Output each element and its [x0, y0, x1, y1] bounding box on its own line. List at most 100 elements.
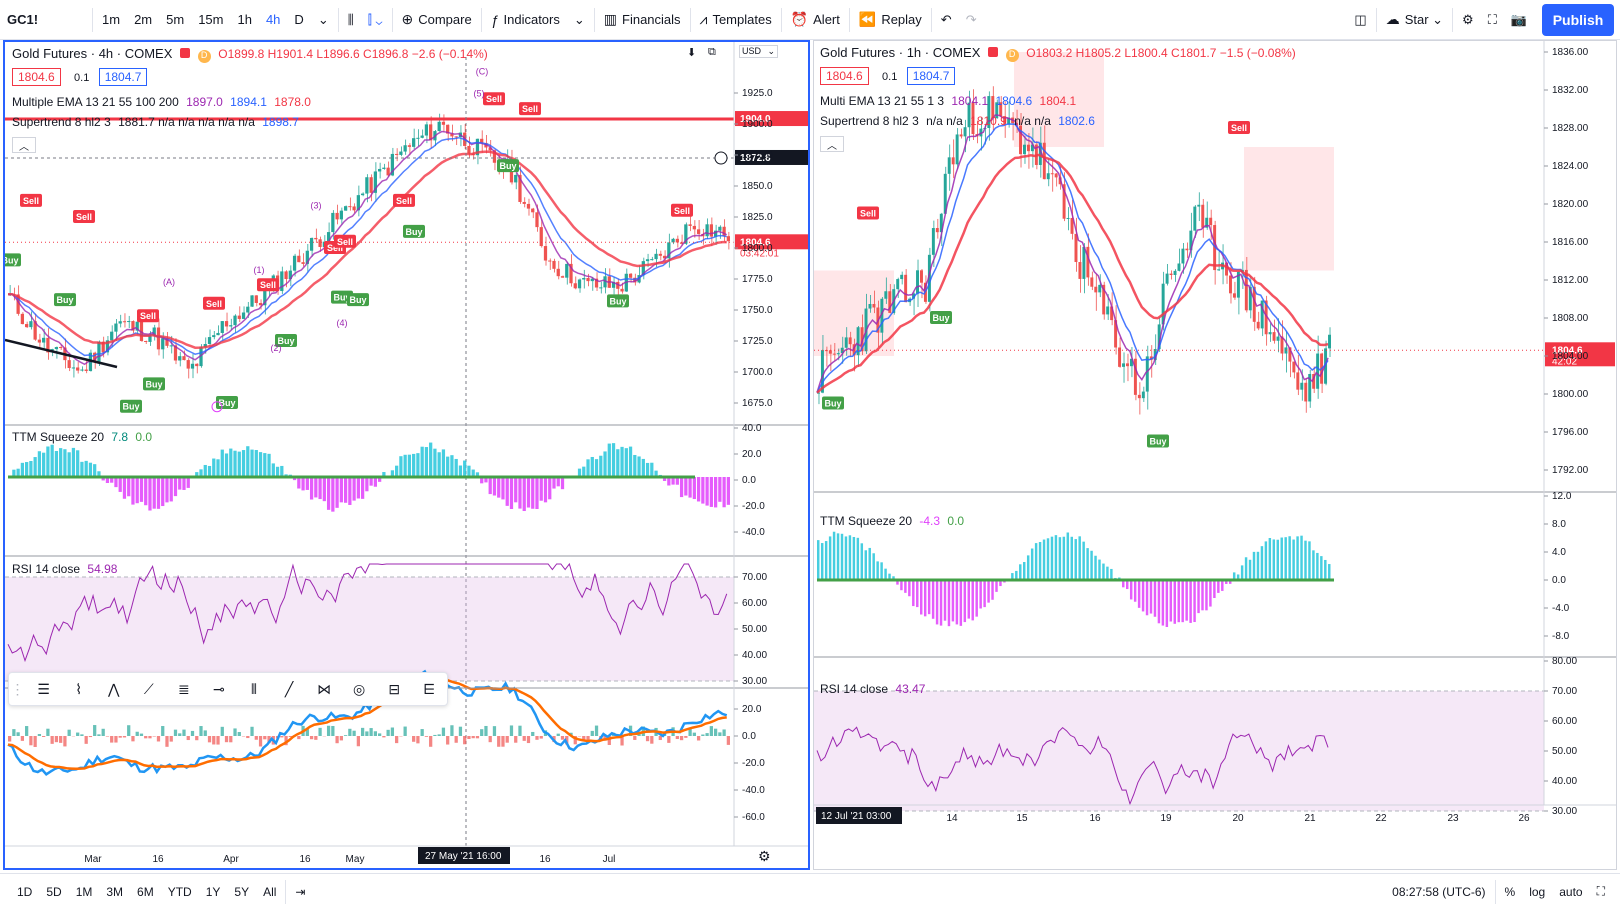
range-1D[interactable]: 1D: [17, 884, 33, 899]
fullscreen-icon[interactable]: ⛶: [1487, 11, 1497, 27]
interval-4h[interactable]: 4h: [265, 12, 281, 27]
indicators-button[interactable]: ƒ Indicators: [484, 0, 567, 40]
left-bid-box[interactable]: 1804.6: [12, 68, 61, 86]
range-3M[interactable]: 3M: [106, 884, 124, 899]
candle-body: [416, 137, 420, 139]
abc-pattern-tool-icon[interactable]: ⋀: [107, 680, 120, 697]
right-st-legend[interactable]: Supertrend 8 hl2 3 n/a n/a 1810.9 n/a n/…: [820, 114, 1099, 128]
macd-hist: [348, 728, 352, 736]
range-6M[interactable]: 6M: [137, 884, 154, 899]
bar-chart-icon: ▥: [603, 11, 618, 27]
range-YTD[interactable]: YTD: [167, 884, 192, 899]
gann-tool-icon[interactable]: ◎: [353, 680, 366, 697]
financials-button[interactable]: ▥ Financials: [597, 0, 688, 40]
ttm-bar: [29, 460, 33, 477]
macd-hist: [382, 736, 386, 738]
symbol-search[interactable]: GC1!: [7, 12, 39, 27]
candle-body: [1050, 173, 1054, 175]
left-currency-select[interactable]: USD ⌄: [739, 45, 779, 58]
ttm-bar: [1288, 536, 1291, 580]
candle-body: [1193, 206, 1197, 231]
interval-2m[interactable]: 2m: [134, 12, 153, 27]
right-rsi-legend[interactable]: RSI 14 close 43.47: [820, 682, 929, 696]
left-ask-box[interactable]: 1804.7: [98, 68, 148, 86]
interval-5m[interactable]: 5m: [166, 12, 185, 27]
chart-pane-right[interactable]: 1804.642:02SellSellSellBuyBuyBuy1836.001…: [813, 40, 1617, 870]
undo-icon[interactable]: ↶: [940, 11, 952, 27]
auto-toggle[interactable]: auto: [1559, 884, 1583, 899]
macd-hist: [20, 736, 25, 741]
percent-toggle[interactable]: %: [1504, 884, 1516, 899]
fib-tool-icon[interactable]: ≣: [177, 680, 190, 697]
macd-hist: [356, 736, 360, 747]
candle-body: [492, 150, 497, 163]
interval-1m[interactable]: 1m: [102, 12, 121, 27]
candle-body: [446, 124, 450, 134]
camera-icon[interactable]: 📷: [1510, 11, 1527, 27]
alert-button[interactable]: ⏰ Alert: [784, 0, 847, 40]
fullscreen-corner-icon[interactable]: ⛶: [1596, 884, 1605, 898]
ttm-bar: [1244, 557, 1248, 580]
layout-icon[interactable]: ◫: [1354, 11, 1367, 27]
ttm-bar: [420, 446, 424, 477]
candle-body: [263, 289, 267, 306]
range-All[interactable]: All: [263, 884, 277, 899]
line-tool-icon[interactable]: ╱: [284, 680, 294, 697]
interval-dropdown-chevron-icon[interactable]: ⌄: [317, 11, 329, 27]
goto-date-icon[interactable]: ⇥: [295, 884, 306, 899]
right-ask-box[interactable]: 1804.7: [906, 67, 956, 85]
interval-D[interactable]: D: [294, 12, 304, 27]
candle-body: [1292, 361, 1296, 373]
publish-button[interactable]: Publish: [1542, 4, 1614, 36]
replay-button[interactable]: ⏪ Replay: [852, 0, 929, 40]
left-collapse-legend-chevron-up-icon[interactable]: ︿: [12, 137, 36, 153]
star-button[interactable]: ☁ Star ⌄: [1385, 11, 1444, 27]
interval-1h[interactable]: 1h: [237, 12, 252, 27]
candle-style-icon[interactable]: ⫿ ⌄: [367, 11, 383, 27]
settings-gear-icon[interactable]: ⚙: [1462, 11, 1474, 27]
candle-body: [569, 263, 573, 284]
ttm-bar: [607, 443, 611, 477]
chart-pane-left[interactable]: 1904.0 1872.6 1804.6 03:42:01 Sell Sell Sell Se…: [3, 40, 810, 870]
redo-icon[interactable]: ↷: [965, 11, 977, 27]
left-ema-legend[interactable]: Multiple EMA 13 21 55 100 200 1897.0 189…: [12, 95, 315, 109]
range-1M[interactable]: 1M: [75, 884, 93, 899]
pattern-tool-icon[interactable]: ⋈: [317, 680, 332, 697]
bar-style-icon[interactable]: ⫼: [347, 11, 354, 27]
horizontal-lines-tool-icon[interactable]: ☰: [37, 680, 50, 697]
floating-drawing-toolbar[interactable]: ⋮ ☰ ⌇ ⋀ ⟋ ≣ ⊸ ⦀ ╱ ⋈ ◎ ⊟ ⋿: [8, 672, 448, 706]
indicators-chevron-icon[interactable]: ⌄: [573, 11, 585, 27]
settings-lines-tool-icon[interactable]: ⋿: [423, 680, 436, 697]
right-bid-box[interactable]: 1804.6: [820, 67, 869, 85]
left-st-legend[interactable]: Supertrend 8 hl2 3 1881.7 n/a n/a n/a n/…: [12, 115, 303, 129]
macd-hist: [314, 736, 318, 740]
ttm-bar: [840, 533, 844, 580]
interval-15m[interactable]: 15m: [198, 12, 224, 27]
left-scroll-down-icon[interactable]: ⬇: [687, 47, 697, 59]
right-ema-legend[interactable]: Multi EMA 13 21 55 1 3 1804.1 1804.6 180…: [820, 94, 1080, 108]
horizontal-ray-tool-icon[interactable]: ⊸: [213, 680, 225, 697]
cycle-lines-tool-icon[interactable]: ⦀: [250, 680, 258, 697]
right-collapse-legend-chevron-up-icon[interactable]: ︿: [820, 136, 844, 152]
divider: [1375, 7, 1377, 32]
divider: [92, 7, 93, 32]
range-5Y[interactable]: 5Y: [234, 884, 250, 899]
left-rsi-legend[interactable]: RSI 14 close 54.98: [12, 562, 121, 576]
clock-timezone[interactable]: 08:27:58 (UTC-6): [1392, 884, 1486, 899]
templates-button[interactable]: ⩘ Templates: [693, 0, 779, 40]
log-toggle[interactable]: log: [1529, 884, 1546, 899]
left-ttm-legend[interactable]: TTM Squeeze 20 7.8 0.0: [12, 430, 156, 444]
elliott-wave-tool-icon[interactable]: ⌇: [75, 680, 83, 697]
right-chart-canvas[interactable]: 1804.642:02SellSellSellBuyBuyBuy1836.001…: [814, 41, 1616, 869]
left-chart-canvas[interactable]: 1904.01872.61804.603:42:01SellSellSellSe…: [5, 42, 808, 868]
trend-line-tool-icon[interactable]: ⟋: [143, 680, 154, 697]
range-1Y[interactable]: 1Y: [205, 884, 221, 899]
measure-tool-icon[interactable]: ⊟: [388, 680, 401, 697]
right-ttm-legend[interactable]: TTM Squeeze 20 -4.3 0.0: [820, 514, 968, 528]
compare-button[interactable]: ⊕ Compare: [395, 0, 479, 40]
range-5D[interactable]: 5D: [46, 884, 62, 899]
candle-body: [284, 271, 288, 280]
drag-handle-icon[interactable]: ⋮: [10, 680, 25, 697]
ttm-bar: [76, 450, 80, 477]
left-maximize-icon[interactable]: ⧉: [708, 46, 716, 58]
